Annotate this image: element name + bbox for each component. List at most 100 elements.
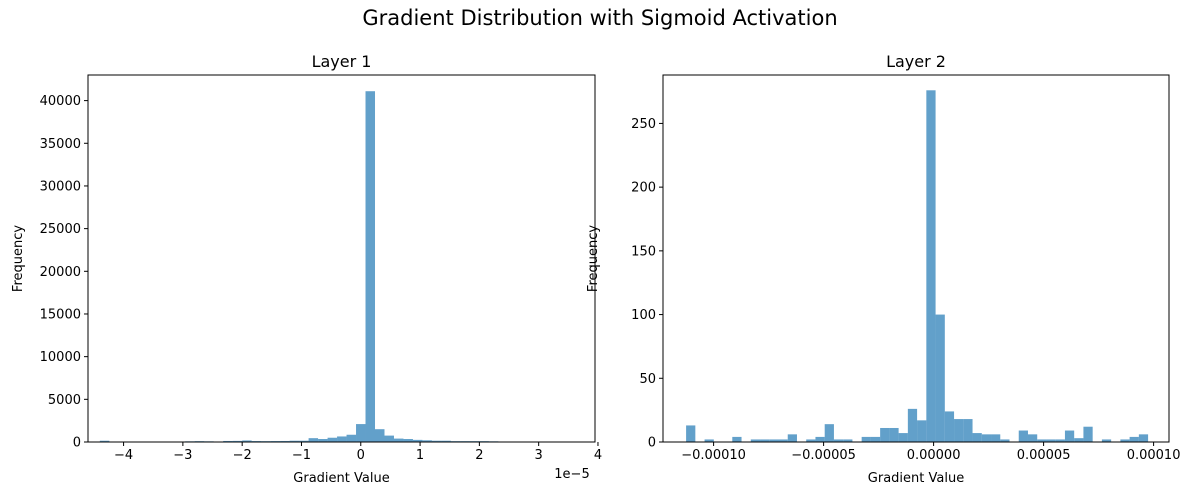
histogram-bar — [917, 420, 927, 442]
histogram-bar — [704, 439, 714, 442]
histogram-bar — [375, 429, 385, 442]
x-tick-label: 3 — [535, 448, 543, 463]
x-tick-label: −0.00010 — [681, 448, 746, 463]
y-tick-label: 250 — [631, 117, 656, 132]
histogram-bar — [806, 439, 816, 442]
x-tick-label: −3 — [173, 448, 192, 463]
y-tick-label: 10000 — [40, 350, 81, 365]
histogram-bar — [356, 424, 366, 442]
histogram-bar — [422, 440, 432, 442]
histogram-bar — [318, 439, 328, 442]
histogram-bar — [99, 440, 110, 442]
y-tick-label: 50 — [639, 372, 656, 387]
histogram-bar — [1129, 436, 1139, 442]
x-tick-label: −2 — [233, 448, 252, 463]
histogram-bar — [963, 419, 973, 442]
histogram-bar — [880, 427, 890, 442]
y-tick-label: 0 — [648, 436, 656, 451]
histogram-bar — [972, 433, 982, 442]
histogram-bar — [760, 439, 770, 442]
histogram-bar — [327, 437, 338, 442]
histogram-bar — [346, 434, 357, 442]
histogram-bar — [308, 438, 319, 442]
histogram-bar — [870, 436, 881, 442]
y-tick-label: 0 — [73, 436, 81, 451]
x-tick-label: 4 — [594, 448, 602, 463]
x-tick-label: −4 — [114, 448, 133, 463]
histogram-bar — [991, 434, 1001, 442]
histogram-bar — [686, 425, 696, 442]
histogram-bar — [1074, 438, 1084, 442]
x-tick-label: 0.00010 — [1127, 448, 1181, 463]
histogram-bar — [1083, 426, 1093, 442]
histogram-bar — [787, 434, 797, 442]
histogram-bar — [242, 440, 252, 442]
x-offset-text: 1e−5 — [554, 467, 589, 482]
histogram-bar — [1055, 439, 1065, 442]
histogram-bar — [223, 440, 233, 442]
y-tick-label: 40000 — [40, 94, 81, 109]
x-tick-label: 0 — [357, 448, 365, 463]
figure-title: Gradient Distribution with Sigmoid Activ… — [362, 6, 838, 30]
y-tick-label: 5000 — [48, 393, 81, 408]
y-tick-label: 150 — [631, 244, 656, 259]
histogram-bar — [898, 433, 908, 442]
x-tick-label: 0.00005 — [1017, 448, 1071, 463]
histogram-bar — [1037, 439, 1047, 442]
histogram-bar — [1000, 439, 1010, 442]
histogram-bar — [778, 439, 788, 442]
histogram-bar — [815, 436, 825, 442]
x-tick-label: 1 — [416, 448, 424, 463]
histogram-bar — [403, 439, 413, 442]
histogram-bar — [824, 424, 834, 442]
histogram-bar — [981, 434, 992, 442]
histogram-bar — [1046, 439, 1056, 442]
histogram-bar — [732, 436, 742, 442]
histogram-bar — [861, 436, 871, 442]
histogram-bar — [1027, 434, 1038, 442]
y-tick-label: 100 — [631, 308, 656, 323]
histogram-bar — [926, 90, 936, 443]
histogram-bar — [935, 314, 945, 442]
y-axis-label: Frequency — [586, 225, 601, 292]
histogram-bar — [280, 440, 290, 442]
y-tick-label: 15000 — [40, 307, 81, 322]
histogram-bar — [769, 439, 779, 442]
x-tick-label: 2 — [475, 448, 483, 463]
chart-panel-2: −0.00010 −0.00005 0.00000 0.00005 0.00010 0 50… — [586, 52, 1180, 486]
histogram-bar — [889, 427, 899, 442]
histogram-bar — [393, 438, 404, 442]
chart-panel-1: −4 −3 −2 −1 0 1 2 3 4 0 5000 10000 15000 20000 25000 30… — [11, 52, 602, 486]
histogram-bar — [1018, 430, 1028, 442]
y-tick-label: 35000 — [40, 137, 81, 152]
histogram-bar — [289, 440, 300, 442]
histogram-bar — [843, 439, 853, 442]
histogram-bar — [299, 440, 309, 442]
histogram-bar — [441, 440, 451, 442]
x-tick-label: −1 — [292, 448, 311, 463]
histogram-bar — [1101, 439, 1112, 442]
histogram-bar — [384, 435, 394, 442]
chart-title: Layer 1 — [312, 52, 372, 71]
y-axis-label: Frequency — [11, 225, 26, 292]
histogram-bar — [954, 419, 964, 442]
plot-frame — [87, 74, 596, 443]
histogram-bar — [412, 439, 423, 442]
histogram-bar — [431, 440, 442, 442]
histogram-bar — [1138, 434, 1149, 442]
y-tick-label: 30000 — [40, 179, 81, 194]
histogram-bar — [365, 91, 376, 442]
histogram-bar — [750, 439, 761, 442]
histogram-bar — [944, 411, 955, 442]
chart-title: Layer 2 — [886, 52, 946, 71]
plot-frame — [662, 74, 1170, 443]
histogram-bars — [686, 90, 1149, 443]
histogram-bars — [99, 91, 575, 442]
histogram-bar — [232, 440, 243, 442]
y-tick-label: 200 — [631, 181, 656, 196]
histogram-bar — [1120, 439, 1130, 442]
x-axis-label: Gradient Value — [293, 471, 389, 486]
histogram-bar — [907, 408, 918, 442]
